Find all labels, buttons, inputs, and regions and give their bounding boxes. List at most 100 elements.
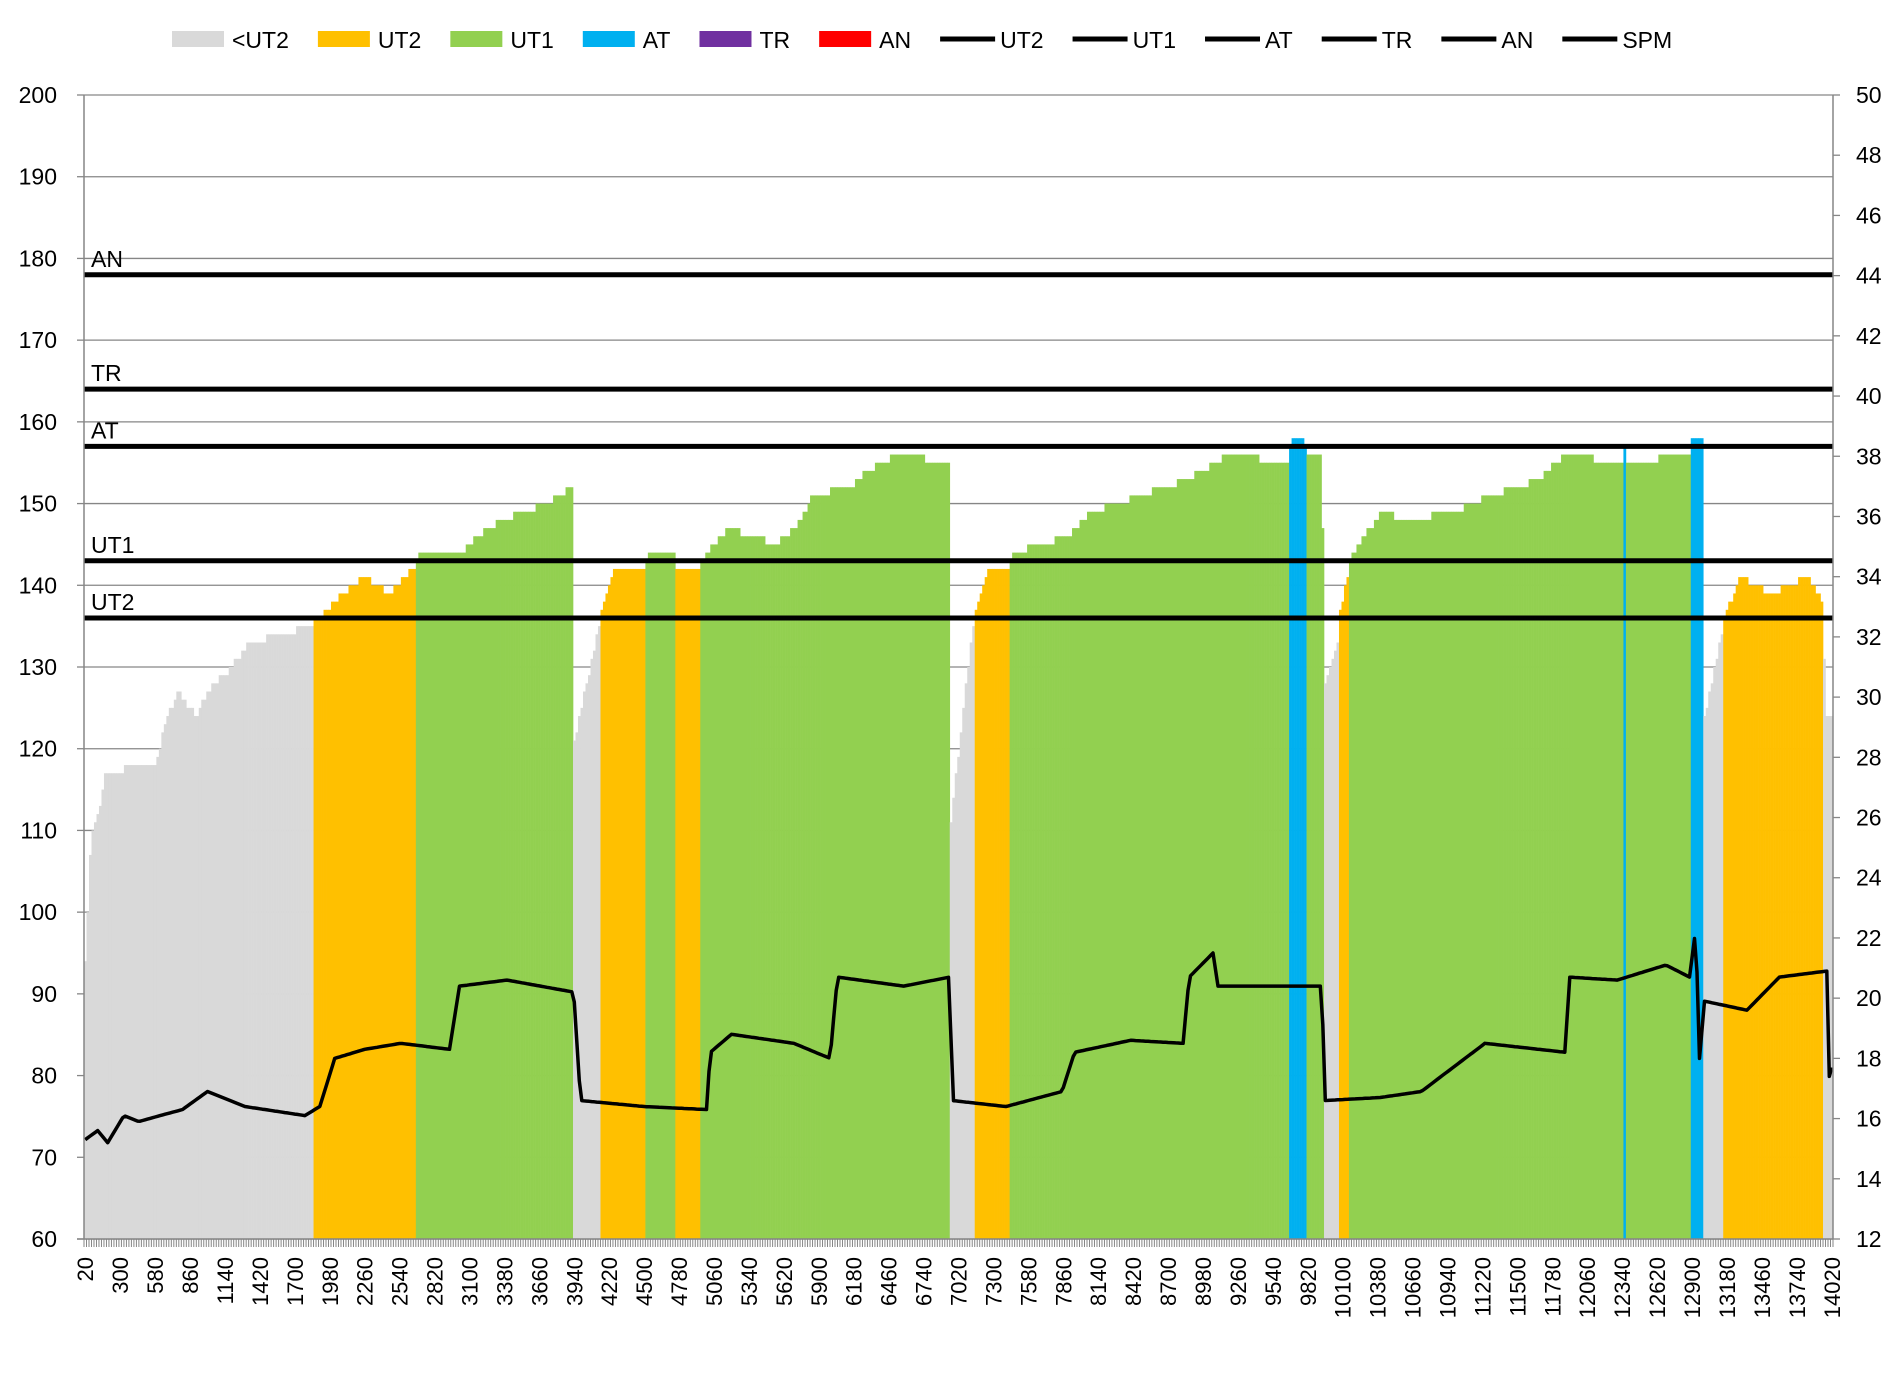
hr-bar <box>800 519 803 1239</box>
hr-bar <box>1356 544 1360 1239</box>
hr-bar <box>1368 528 1372 1239</box>
hr-bar <box>592 650 596 1239</box>
hr-bar <box>1151 487 1155 1240</box>
hr-bar <box>565 487 569 1240</box>
hr-bar <box>455 552 459 1239</box>
x-tick-label: 10100 <box>1331 1257 1356 1318</box>
hr-bar <box>241 650 244 1239</box>
y-tick-label: 130 <box>19 654 57 680</box>
threshold-label-ut2: UT2 <box>91 589 134 615</box>
y2-tick-label: 50 <box>1856 82 1882 108</box>
hr-bar <box>757 536 761 1239</box>
hr-bar <box>832 487 836 1240</box>
hr-bar <box>208 691 212 1239</box>
hr-bar <box>298 626 302 1239</box>
hr-bar <box>962 707 966 1239</box>
hr-bar <box>882 462 886 1240</box>
hr-bar <box>1720 634 1724 1239</box>
hr-bar <box>602 601 606 1239</box>
hr-bar <box>470 544 474 1239</box>
hr-bar <box>1725 609 1729 1239</box>
hr-bar <box>1099 511 1103 1239</box>
x-tick-label: 7860 <box>1051 1257 1076 1306</box>
x-tick-label: 10940 <box>1436 1257 1461 1318</box>
hr-bar <box>1753 585 1756 1239</box>
hr-bar <box>1294 438 1297 1239</box>
hr-bar <box>1658 454 1662 1239</box>
hr-bar <box>415 560 419 1239</box>
y2-tick-label: 20 <box>1856 985 1882 1011</box>
hr-bar <box>857 479 861 1239</box>
hr-bar <box>1528 479 1532 1239</box>
y2-tick-label: 28 <box>1856 744 1882 770</box>
hr-bar <box>1224 454 1228 1239</box>
hr-bar <box>1670 454 1674 1239</box>
hr-bar <box>358 577 362 1239</box>
x-tick-label: 14020 <box>1820 1257 1845 1318</box>
hr-bar <box>1421 519 1425 1239</box>
hr-bar <box>1059 536 1063 1239</box>
hr-bar <box>904 454 908 1239</box>
hr-bar <box>1618 462 1622 1240</box>
hr-bar <box>1468 503 1472 1239</box>
hr-bar <box>997 568 1000 1239</box>
hr-bar <box>141 765 145 1239</box>
hr-bar <box>1027 544 1030 1239</box>
hr-bar <box>927 462 931 1240</box>
x-tick-label: 5620 <box>772 1257 797 1306</box>
legend-label: UT2 <box>378 27 421 53</box>
hr-bar <box>807 503 811 1239</box>
x-tick-label: 6180 <box>842 1257 867 1306</box>
hr-bar <box>1231 454 1235 1239</box>
hr-bar <box>742 536 746 1239</box>
hr-bar <box>1478 503 1482 1239</box>
hr-bar <box>595 634 599 1239</box>
hr-bar <box>982 585 985 1239</box>
hr-bar <box>1798 577 1801 1239</box>
hr-bar <box>1251 454 1255 1239</box>
hr-bar <box>306 626 309 1239</box>
hr-bar <box>428 552 432 1239</box>
hr-bar <box>1648 462 1652 1240</box>
hr-bar <box>775 544 778 1239</box>
x-tick-label: 3940 <box>562 1257 587 1306</box>
hr-bar <box>1236 454 1240 1239</box>
hr-bar <box>1538 479 1542 1239</box>
hr-bar <box>1388 511 1392 1239</box>
hr-bar <box>1119 503 1123 1239</box>
x-tick-label: 300 <box>108 1257 133 1294</box>
hr-bar <box>1296 438 1300 1239</box>
hr-bar <box>1069 536 1073 1239</box>
hr-bar <box>630 568 634 1239</box>
hr-bar <box>380 585 384 1239</box>
hr-bar <box>939 462 943 1240</box>
hr-bar <box>1548 470 1552 1239</box>
hr-bar <box>690 568 694 1239</box>
hr-bar <box>378 585 382 1239</box>
hr-bar <box>1413 519 1417 1239</box>
hr-bar <box>1613 462 1617 1240</box>
hr-bar <box>959 732 963 1239</box>
hr-bar <box>1715 658 1719 1239</box>
hr-bar <box>825 495 828 1239</box>
hr-bar <box>493 528 496 1239</box>
hr-bar <box>610 577 614 1239</box>
hr-bar <box>767 544 771 1239</box>
hr-bar <box>1526 487 1529 1240</box>
hr-bar <box>977 601 981 1239</box>
y-tick-label: 190 <box>19 164 57 190</box>
hr-bar <box>1815 593 1819 1239</box>
hr-bar <box>465 544 469 1239</box>
y2-tick-label: 44 <box>1856 263 1882 289</box>
hr-bar <box>1458 511 1462 1239</box>
hr-bar <box>1052 544 1055 1239</box>
hr-bar <box>1593 462 1597 1240</box>
hr-bar <box>1650 462 1654 1240</box>
hr-bar <box>820 495 823 1239</box>
hr-bar <box>760 536 763 1239</box>
hr-bar <box>1072 528 1075 1239</box>
legend-label: AN <box>879 27 911 53</box>
hr-bar <box>1101 511 1105 1239</box>
hr-bar <box>1149 495 1153 1239</box>
hr-bar <box>555 495 559 1239</box>
